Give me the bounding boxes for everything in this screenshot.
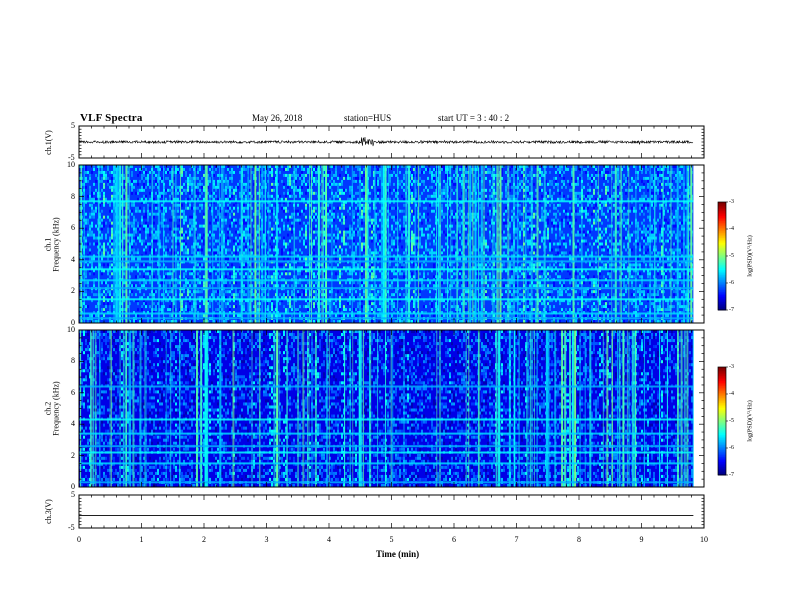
xtick-label: 5: [390, 536, 394, 544]
colorbar-tick-label-2: -4: [729, 391, 734, 397]
ch2-spectrogram: [79, 330, 694, 487]
colorbar-tick-label-1: -7: [729, 307, 734, 313]
xtick-label: 3: [265, 536, 269, 544]
xtick-label: 6: [452, 536, 456, 544]
colorbar-tick-label-1: -5: [729, 253, 734, 259]
vlf-spectra-figure: [0, 0, 792, 612]
ylabel-frequency-3: Frequency (kHz): [52, 381, 61, 435]
x-axis-label: Time (min): [376, 550, 419, 559]
colorbar-tick-label-1: -6: [729, 280, 734, 286]
date-label: May 26, 2018: [252, 114, 302, 123]
ytick-label-panel1: 5: [71, 122, 75, 130]
xtick-label: 0: [77, 536, 81, 544]
colorbar-label-1: log(PSD)(V²/Hz): [747, 235, 753, 276]
colorbar-tick-label-2: -3: [729, 364, 734, 370]
ytick-label-panel3: 10: [67, 326, 75, 334]
ytick-label-panel3: 8: [71, 357, 75, 365]
colorbar-tick-label-2: -7: [729, 472, 734, 478]
colorbar-2: [718, 367, 728, 476]
ytick-label-panel4: -5: [68, 524, 75, 532]
station-label: station=HUS: [344, 114, 391, 123]
xtick-label: 8: [577, 536, 581, 544]
xtick-label: 2: [202, 536, 206, 544]
xtick-label: 7: [515, 536, 519, 544]
ytick-label-panel2: 4: [71, 256, 75, 264]
ytick-label-panel3: 4: [71, 420, 75, 428]
colorbar-tick-label-1: -4: [729, 226, 734, 232]
ch1-waveform-line: [79, 137, 693, 146]
xtick-label: 1: [140, 536, 144, 544]
xtick-label: 4: [327, 536, 331, 544]
ylabel-frequency-2: Frequency (kHz): [52, 217, 61, 271]
ytick-label-panel3: 6: [71, 389, 75, 397]
ytick-label-panel2: 10: [67, 161, 75, 169]
xtick-label: 10: [700, 536, 708, 544]
xtick-label: 9: [640, 536, 644, 544]
ytick-label-panel2: 2: [71, 287, 75, 295]
start-time-label: start UT = 3 : 40 : 2: [438, 114, 509, 123]
colorbar-tick-label-2: -5: [729, 418, 734, 424]
ytick-label-panel3: 2: [71, 452, 75, 460]
colorbar-tick-label-1: -3: [729, 199, 734, 205]
ch1-spectrogram: [79, 165, 693, 323]
colorbar-1: [718, 202, 728, 311]
ylabel-1: ch.1(V): [43, 130, 52, 155]
colorbar-tick-label-2: -6: [729, 445, 734, 451]
figure-title: VLF Spectra: [80, 113, 143, 124]
colorbar-label-2: log(PSD)(V²/Hz): [747, 400, 753, 441]
ytick-label-panel2: 8: [71, 193, 75, 201]
ytick-label-panel4: 5: [71, 491, 75, 499]
ylabel-4: ch.3(V): [43, 499, 52, 524]
ytick-label-panel2: 6: [71, 224, 75, 232]
